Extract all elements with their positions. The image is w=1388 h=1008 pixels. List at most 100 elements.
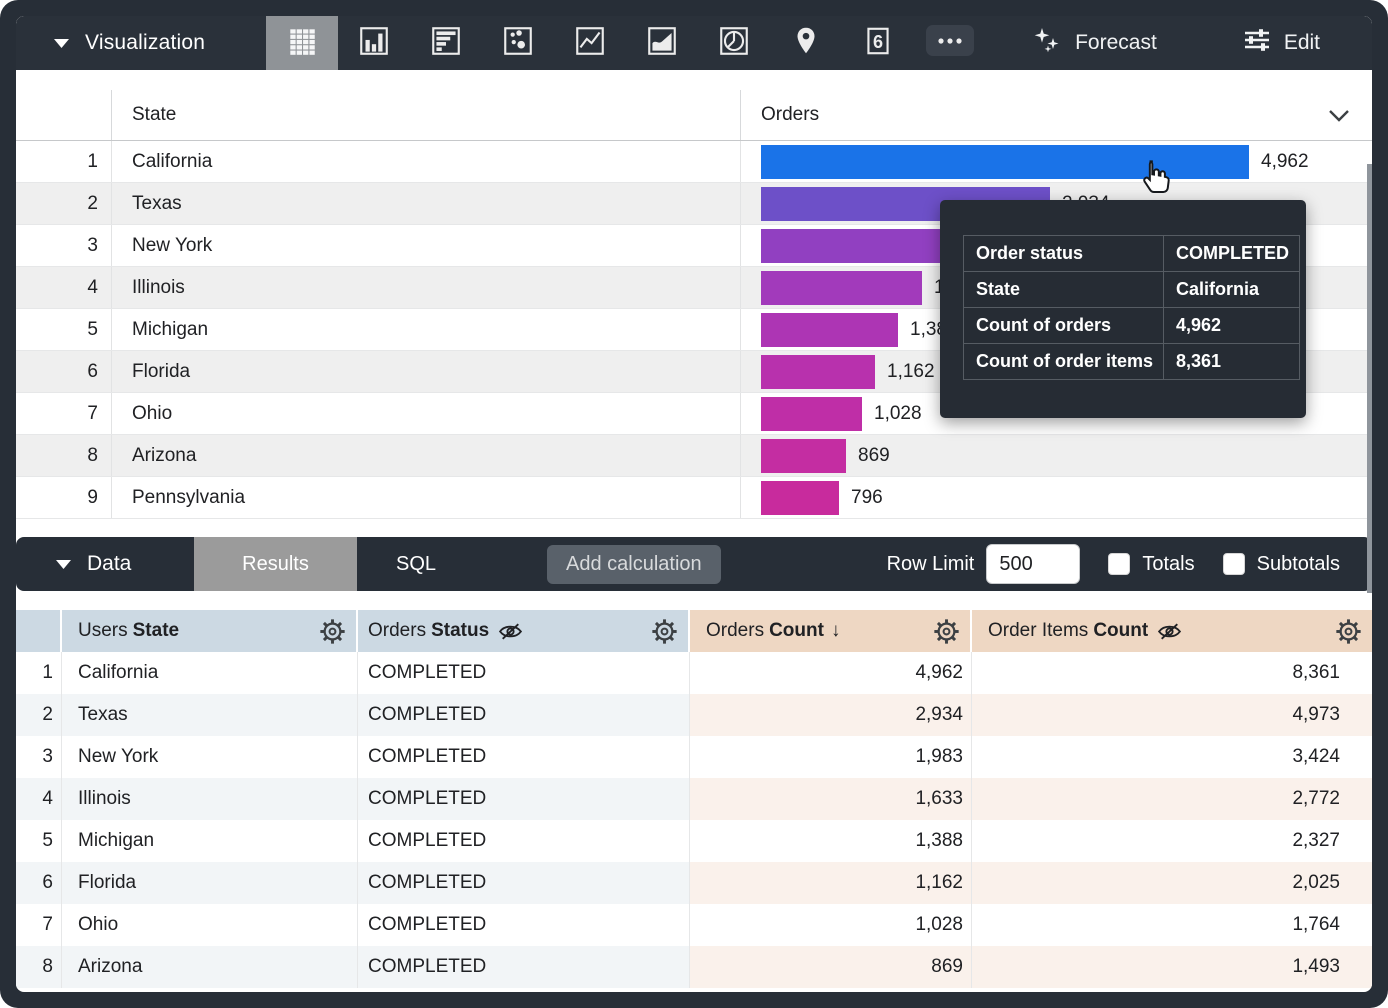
tab-results[interactable]: Results (194, 537, 357, 591)
chart-bar[interactable] (761, 396, 862, 431)
cell-orders-status[interactable]: COMPLETED (358, 946, 690, 988)
column-header-row-number (16, 610, 62, 652)
cell-users-state[interactable]: Illinois (62, 778, 358, 820)
tab-sql[interactable]: SQL (395, 552, 437, 575)
data-section-toggle[interactable]: Data (16, 537, 194, 591)
viz-type-area-chart-button[interactable] (626, 16, 698, 70)
cell-order-items-count[interactable]: 3,424 (1292, 746, 1340, 767)
subtotals-label: Subtotals (1256, 552, 1340, 575)
cell-order-items-count[interactable]: 4,973 (972, 694, 1372, 736)
results-table-body: 1 California COMPLETED 4,962 8,361 2 Texas COMP… (16, 652, 1372, 988)
caret-down-icon (54, 38, 69, 48)
cell-users-state[interactable]: Florida (62, 862, 358, 904)
viz-type-scatter-chart-button[interactable] (482, 16, 554, 70)
totals-checkbox[interactable] (1108, 553, 1131, 575)
cell-orders-count[interactable]: 1,162 (690, 862, 972, 904)
edit-button[interactable]: Edit (1243, 16, 1320, 70)
chart-bar[interactable] (761, 144, 1249, 179)
chart-row-state: Pennsylvania (111, 477, 740, 518)
chart-row-index: 2 (87, 192, 98, 214)
visualization-title: Visualization (85, 31, 206, 54)
column-header-users-state[interactable]: Users State (62, 610, 358, 652)
cell-orders-status[interactable]: COMPLETED (358, 694, 690, 736)
chart-bar-value: 4,962 (1261, 150, 1309, 172)
subtotals-checkbox[interactable] (1222, 553, 1245, 575)
tooltip-row: State California (962, 271, 1301, 308)
cell-orders-status[interactable]: COMPLETED (358, 778, 690, 820)
tooltip-row: Count of order items 8,361 (962, 343, 1301, 380)
chart-column-header-state[interactable]: State (111, 90, 740, 140)
cell-orders-count[interactable]: 1,633 (690, 778, 972, 820)
viz-type-line-chart-button[interactable] (554, 16, 626, 70)
chart-row: 7 Ohio 1,028 (16, 393, 1372, 435)
forecast-button[interactable]: Forecast (1032, 16, 1157, 70)
viz-type-map-button[interactable] (770, 16, 842, 70)
tooltip-value: COMPLETED (1163, 235, 1301, 272)
more-icon (926, 24, 974, 56)
cell-users-state[interactable]: Michigan (62, 820, 358, 862)
tooltip-label: Count of orders (962, 307, 1165, 344)
column-header-orders-count[interactable]: Orders Count ↓ (690, 610, 972, 652)
column-header-order-items-count[interactable]: Order Items Count (972, 610, 1372, 652)
add-calculation-button[interactable]: Add calculation (547, 544, 721, 584)
tooltip-value: 8,361 (1163, 343, 1301, 380)
chart-bar[interactable] (761, 228, 956, 263)
cell-orders-count[interactable]: 1,388 (690, 820, 972, 862)
chart-row: 9 Pennsylvania 796 (16, 477, 1372, 519)
chart-row: 1 California 4,962 (16, 141, 1372, 183)
cell-orders-status[interactable]: COMPLETED (358, 904, 690, 946)
scrollbar[interactable] (1367, 164, 1372, 593)
chart-bar-value: 1,028 (874, 402, 922, 424)
chart-bar[interactable] (761, 270, 922, 305)
cell-orders-status[interactable]: COMPLETED (358, 736, 690, 778)
viz-type-column-chart-button[interactable] (338, 16, 410, 70)
viz-type-pie-chart-button[interactable] (698, 16, 770, 70)
cell-orders-count[interactable]: 4,962 (690, 652, 972, 694)
tooltip-value: California (1163, 271, 1301, 308)
single-value-icon: 6 (861, 24, 895, 63)
chart-bar[interactable] (761, 480, 839, 515)
cell-orders-count[interactable]: 869 (690, 946, 972, 988)
column-header-orders-status[interactable]: Orders Status (358, 610, 690, 652)
chart-bar[interactable] (761, 438, 846, 473)
cell-orders-count[interactable]: 1,028 (690, 904, 972, 946)
chart-bar[interactable] (761, 354, 875, 389)
chart-column-header-orders[interactable]: Orders (740, 90, 1372, 140)
cell-orders-count[interactable]: 1,983 (690, 736, 972, 778)
cell-users-state[interactable]: Ohio (62, 904, 358, 946)
cell-orders-status[interactable]: COMPLETED (358, 820, 690, 862)
row-limit-input[interactable] (986, 544, 1081, 584)
cell-orders-count[interactable]: 2,934 (690, 694, 972, 736)
viz-type-more-button[interactable] (914, 16, 986, 70)
chart-bar[interactable] (761, 312, 898, 347)
svg-text:6: 6 (873, 31, 883, 51)
viz-type-table-button[interactable] (266, 16, 338, 70)
cell-order-items-count[interactable]: 2,772 (972, 778, 1372, 820)
gear-icon[interactable] (933, 618, 960, 645)
row-index: 4 (16, 778, 62, 820)
chevron-down-icon[interactable] (1328, 109, 1350, 122)
chart-row-state: Texas (111, 183, 740, 224)
viz-type-single-value-button[interactable]: 6 (842, 16, 914, 70)
pie-chart-icon (717, 24, 751, 63)
visualization-section-toggle[interactable]: Visualization (16, 16, 266, 70)
cell-orders-status[interactable]: COMPLETED (358, 862, 690, 904)
gear-icon[interactable] (1335, 618, 1362, 645)
cell-orders-status[interactable]: COMPLETED (358, 652, 690, 694)
cell-users-state[interactable]: Texas (62, 694, 358, 736)
cell-users-state[interactable]: Arizona (62, 946, 358, 988)
viz-type-bar-chart-button[interactable] (410, 16, 482, 70)
gear-icon[interactable] (651, 618, 678, 645)
cell-users-state[interactable]: New York (62, 736, 358, 778)
edit-label: Edit (1283, 31, 1320, 54)
cell-order-items-count[interactable]: 1,764 (1292, 914, 1340, 935)
chart-row-index: 8 (87, 444, 98, 466)
cell-order-items-count[interactable]: 1,493 (972, 946, 1372, 988)
cell-order-items-count[interactable]: 8,361 (1292, 662, 1340, 683)
cell-order-items-count[interactable]: 2,025 (972, 862, 1372, 904)
cell-order-items-count[interactable]: 2,327 (1292, 830, 1340, 851)
cell-users-state[interactable]: California (62, 652, 358, 694)
chart-bar-value: 869 (858, 444, 890, 466)
gear-icon[interactable] (319, 618, 346, 645)
